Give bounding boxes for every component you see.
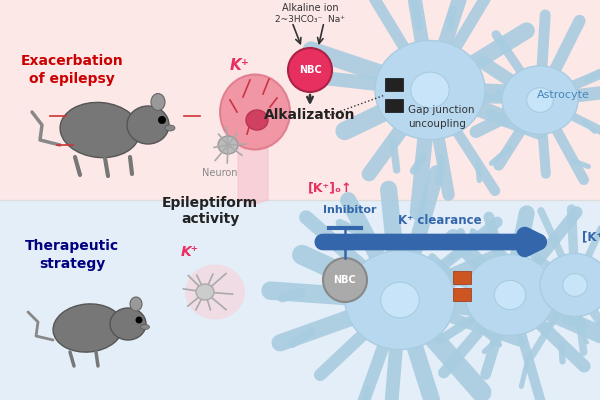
Text: NBC: NBC	[334, 275, 356, 285]
Ellipse shape	[220, 74, 290, 150]
Circle shape	[136, 316, 143, 324]
Ellipse shape	[502, 66, 578, 134]
Ellipse shape	[127, 106, 169, 144]
Text: Neuron: Neuron	[202, 168, 238, 178]
Text: Therapeutic
strategy: Therapeutic strategy	[25, 239, 119, 271]
Ellipse shape	[196, 284, 214, 300]
Text: K⁺ clearance: K⁺ clearance	[398, 214, 482, 227]
Ellipse shape	[540, 254, 600, 316]
Ellipse shape	[53, 304, 123, 352]
Bar	[0, 0, 600, 200]
Polygon shape	[238, 146, 268, 204]
Ellipse shape	[218, 136, 238, 154]
Ellipse shape	[130, 297, 142, 311]
Circle shape	[158, 116, 166, 124]
Bar	[453, 288, 471, 301]
Ellipse shape	[375, 40, 485, 140]
Ellipse shape	[381, 282, 419, 318]
Text: 2~3HCO₃⁻  Na⁺: 2~3HCO₃⁻ Na⁺	[275, 16, 345, 24]
Ellipse shape	[140, 324, 149, 330]
Ellipse shape	[494, 280, 526, 310]
Ellipse shape	[563, 274, 587, 296]
Text: [K⁺]ₒ↑: [K⁺]ₒ↑	[308, 182, 352, 194]
Ellipse shape	[151, 94, 165, 110]
Text: Epileptiform
activity: Epileptiform activity	[162, 196, 258, 226]
Text: K⁺: K⁺	[181, 245, 199, 259]
Ellipse shape	[345, 250, 455, 350]
Ellipse shape	[465, 254, 555, 336]
Ellipse shape	[185, 264, 245, 320]
Text: [K⁺]ₒ↓: [K⁺]ₒ↓	[582, 230, 600, 244]
Ellipse shape	[60, 102, 140, 158]
Circle shape	[288, 48, 332, 92]
Text: Gap junction
uncoupling: Gap junction uncoupling	[408, 105, 475, 129]
Bar	[385, 78, 403, 91]
Ellipse shape	[246, 110, 268, 130]
Circle shape	[323, 258, 367, 302]
Ellipse shape	[527, 88, 553, 112]
Ellipse shape	[165, 125, 175, 131]
Ellipse shape	[411, 72, 449, 108]
Text: Alkalization: Alkalization	[264, 108, 356, 122]
Text: Inhibitor: Inhibitor	[323, 205, 377, 215]
Text: K⁺: K⁺	[230, 58, 250, 72]
Text: Exacerbation
of epilepsy: Exacerbation of epilepsy	[20, 54, 124, 86]
Text: Astrocyte: Astrocyte	[537, 90, 590, 100]
Ellipse shape	[110, 308, 146, 340]
Bar	[0, 200, 600, 400]
Bar	[385, 99, 403, 112]
Text: NBC: NBC	[299, 65, 322, 75]
Text: Alkaline ion: Alkaline ion	[281, 3, 338, 13]
Bar	[453, 271, 471, 284]
